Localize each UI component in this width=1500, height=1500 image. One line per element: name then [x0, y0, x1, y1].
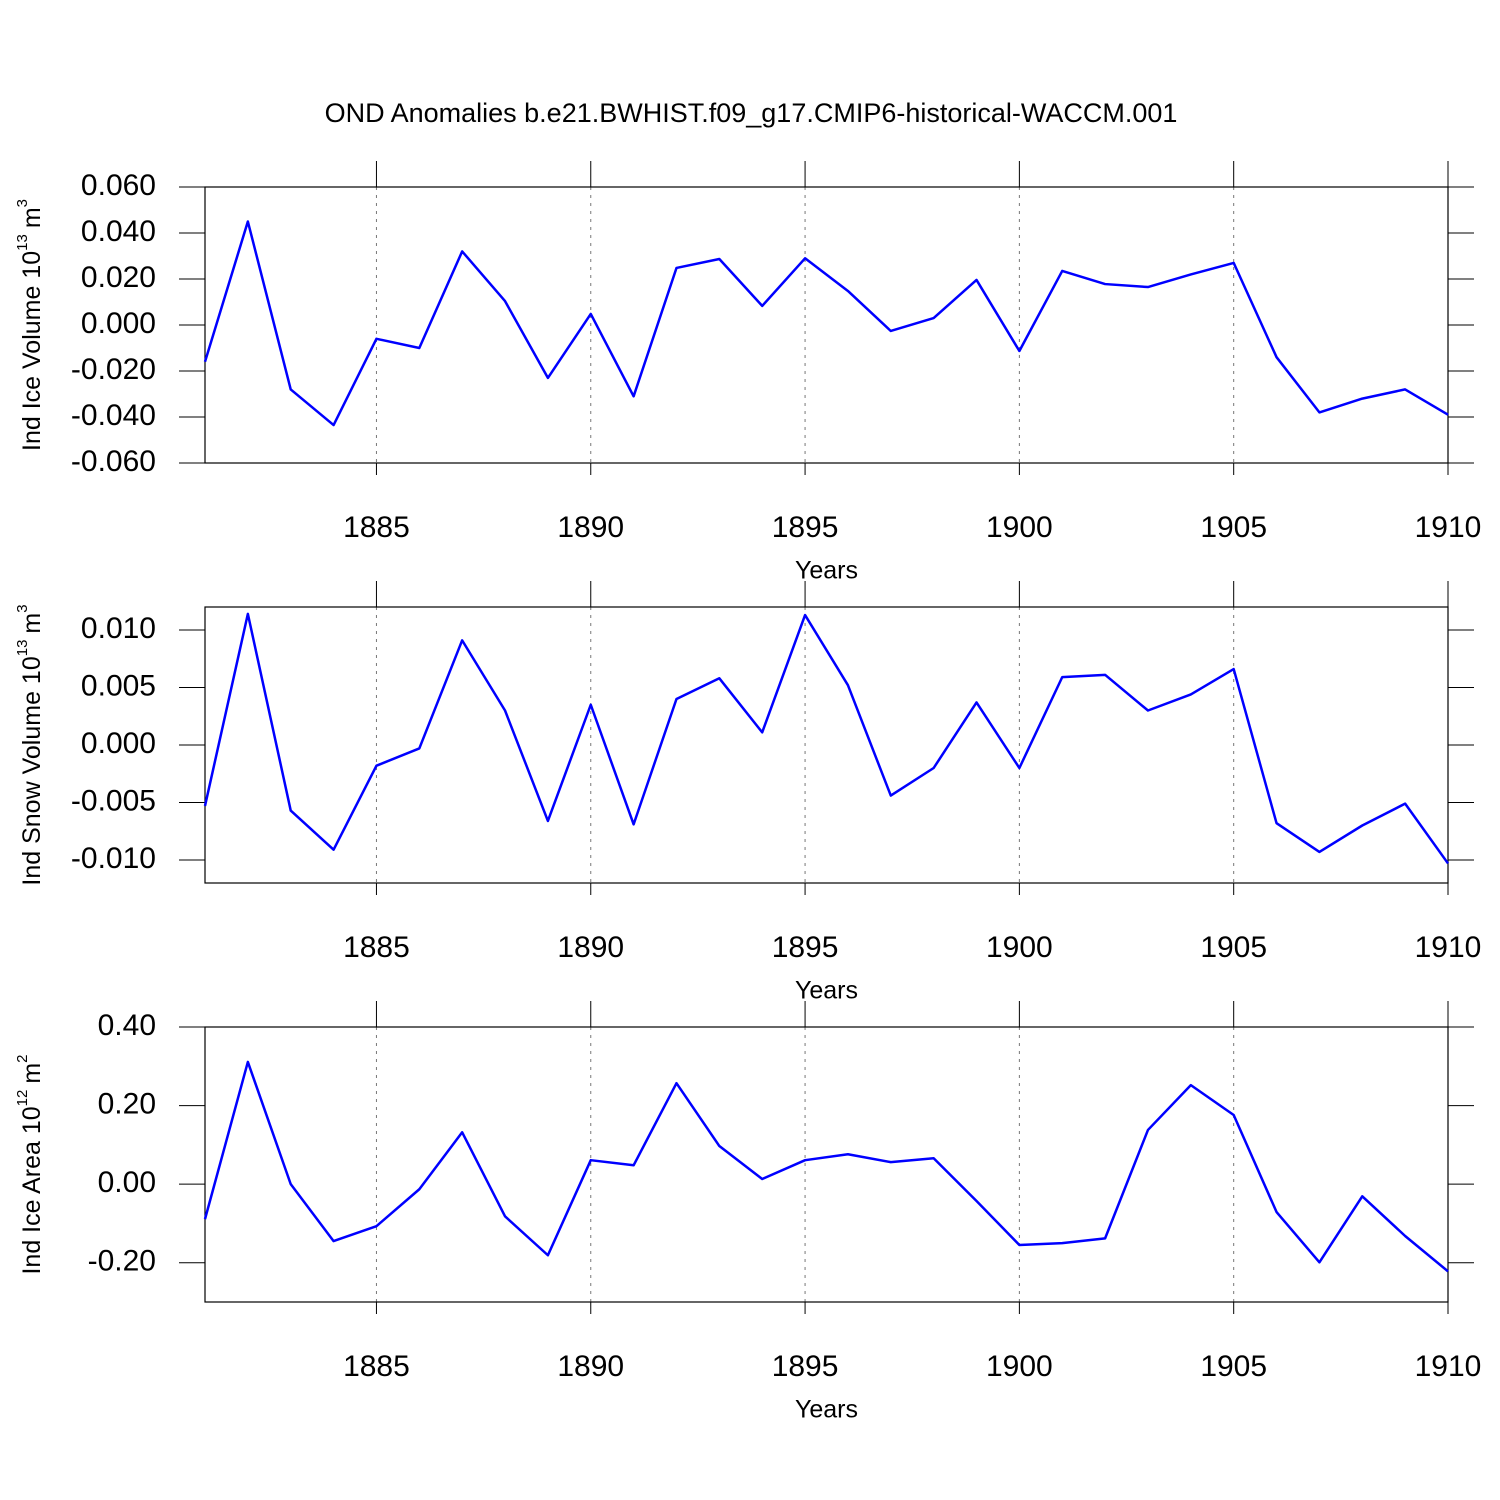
x-tick-label: 1905: [1200, 511, 1267, 544]
y-axis-label: Ind Snow Volume 1013 m3: [14, 604, 46, 885]
y-tick-label: 0.005: [81, 669, 156, 702]
x-tick-label: 1885: [343, 931, 410, 964]
y-tick-label: 0.040: [81, 215, 156, 248]
y-tick-label: 0.00: [98, 1166, 156, 1199]
y-axis-label: Ind Ice Volume 1013 m3: [14, 199, 46, 451]
y-axis-label-exponent: 13: [14, 234, 31, 251]
x-tick-label: 1905: [1200, 1350, 1267, 1383]
plot-frame: [204, 186, 1449, 464]
y-axis-label-exponent: 12: [14, 1090, 31, 1107]
y-tick-label: 0.010: [81, 612, 156, 645]
figure-title: OND Anomalies b.e21.BWHIST.f09_g17.CMIP6…: [325, 98, 1178, 128]
y-axis-label: Ind Ice Area 1012 m2: [14, 1054, 46, 1274]
y-tick-label: 0.000: [81, 307, 156, 340]
y-axis-label-text: m: [18, 207, 46, 228]
y-axis-label-exponent: 3: [14, 199, 31, 207]
x-tick-label: 1895: [772, 511, 839, 544]
x-tick-label: 1890: [557, 511, 624, 544]
y-tick-label: 0.40: [98, 1009, 156, 1042]
y-axis-label-exponent: 2: [14, 1054, 31, 1062]
data-line: [203, 612, 1450, 865]
y-tick-label: -0.040: [71, 399, 156, 432]
x-tick-label: 1885: [343, 1350, 410, 1383]
x-tick-label: 1900: [986, 511, 1053, 544]
y-axis-label-text: m: [18, 613, 46, 634]
y-axis-label-text: m: [18, 1063, 46, 1084]
y-axis-label-exponent: 3: [14, 604, 31, 612]
x-axis-label: Years: [795, 557, 858, 585]
y-tick-label: -0.005: [71, 784, 156, 817]
y-axis-label-exponent: 13: [14, 640, 31, 657]
y-tick-label: 0.020: [81, 261, 156, 294]
x-tick-label: 1895: [772, 931, 839, 964]
x-tick-label: 1895: [772, 1350, 839, 1383]
y-tick-label: -0.010: [71, 842, 156, 875]
x-tick-label: 1905: [1200, 931, 1267, 964]
x-tick-label: 1890: [557, 1350, 624, 1383]
y-tick-label: 0.000: [81, 727, 156, 760]
x-tick-label: 1910: [1415, 1350, 1482, 1383]
plot-frame: [204, 1026, 1449, 1303]
data-line: [203, 220, 1449, 427]
x-tick-label: 1885: [343, 511, 410, 544]
y-axis-label-text: Ind Snow Volume 10: [18, 656, 46, 885]
y-tick-label: 0.060: [81, 169, 156, 202]
x-tick-label: 1910: [1415, 511, 1482, 544]
x-tick-label: 1900: [986, 931, 1053, 964]
x-axis-label: Years: [795, 977, 858, 1005]
x-tick-label: 1900: [986, 1350, 1053, 1383]
data-line: [203, 1060, 1449, 1273]
y-tick-label: -0.060: [71, 445, 156, 478]
plot-frame: [204, 606, 1449, 884]
x-tick-label: 1890: [557, 931, 624, 964]
y-tick-label: -0.020: [71, 353, 156, 386]
x-axis-label: Years: [795, 1396, 858, 1424]
y-axis-label-text: Ind Ice Volume 10: [18, 251, 46, 451]
y-tick-label: -0.20: [88, 1245, 156, 1278]
x-tick-label: 1910: [1415, 931, 1482, 964]
y-axis-label-text: Ind Ice Area 10: [18, 1106, 46, 1274]
y-tick-label: 0.20: [98, 1087, 156, 1120]
